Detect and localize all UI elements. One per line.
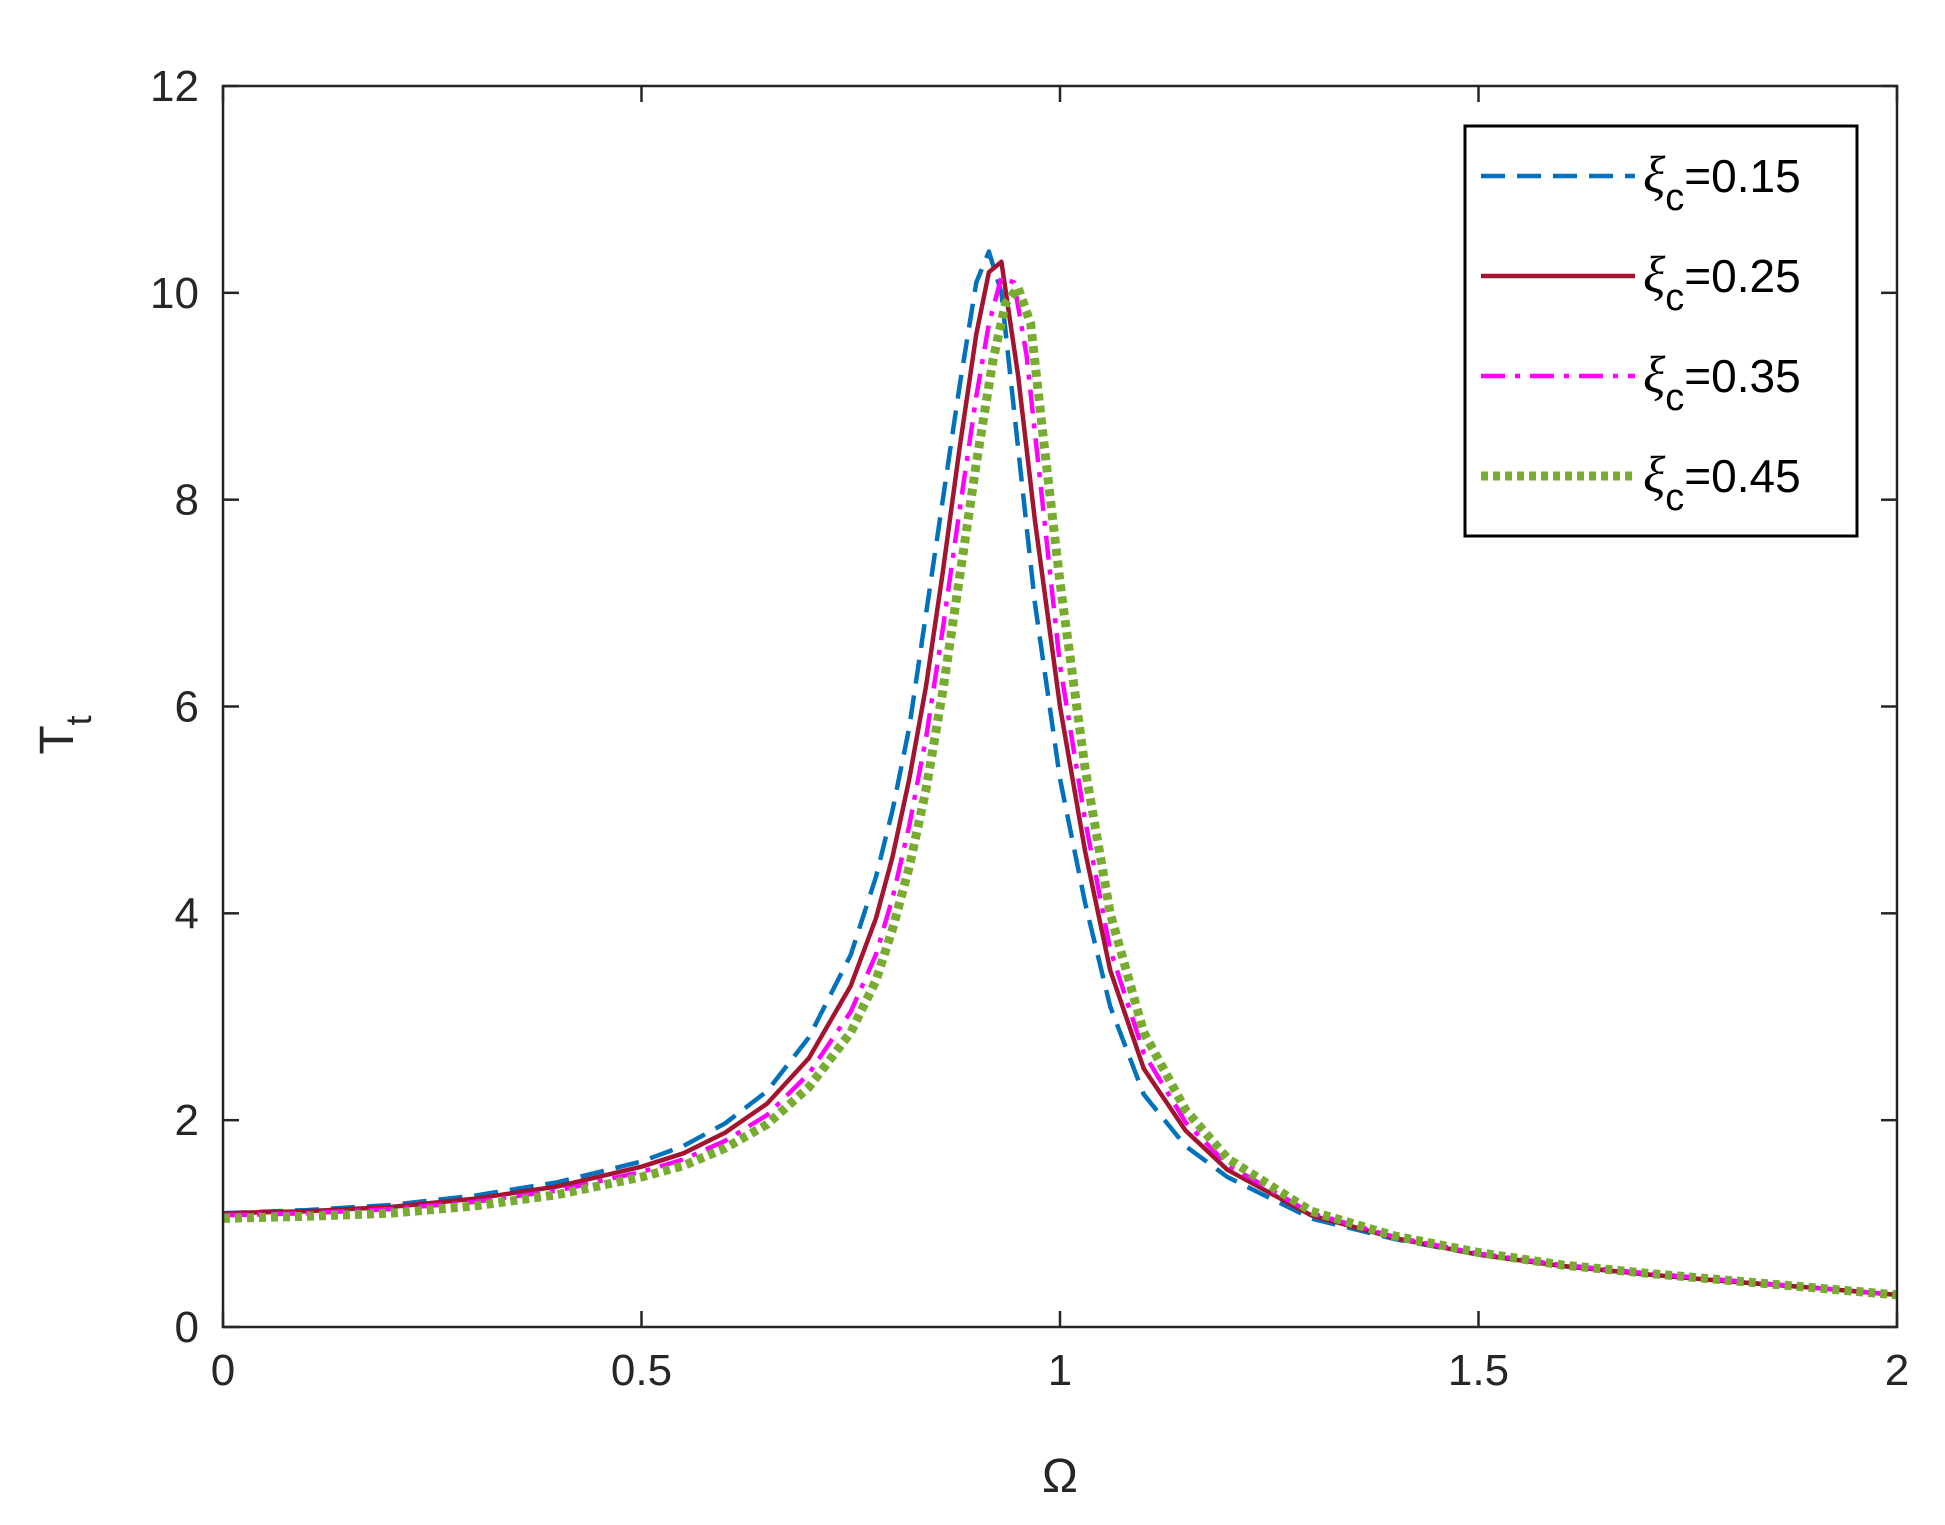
y-tick-label: 12 [150,62,199,111]
y-tick-label: 8 [175,476,199,525]
legend-label-1: ξc=0.15 [1643,147,1801,219]
y-tick-label: 10 [150,269,199,318]
y-tick-label: 2 [175,1096,199,1145]
x-axis-label: Ω [1042,1450,1078,1503]
y-axis-label-main: T [31,725,84,754]
legend-box [1463,124,1859,538]
y-tick-label: 0 [175,1303,199,1352]
legend-label-4: ξc=0.45 [1643,447,1801,519]
legend-label-3: ξc=0.35 [1643,347,1801,419]
svg-text:Tt: Tt [31,715,99,754]
x-tick-label: 1 [1048,1346,1072,1395]
y-tick-label: 6 [175,683,199,732]
y-axis-label-sub: t [58,715,99,725]
y-axis-label: Tt [31,715,99,754]
x-tick-label: 0.5 [611,1346,672,1395]
series-layer [222,249,1898,1300]
y-tick-label: 4 [175,889,199,938]
x-tick-label: 0 [211,1346,235,1395]
series-line-4 [222,283,1898,1300]
legend: ξc=0.15 ξc=0.25 ξc=0.35 ξc=0.45 [1463,124,1859,538]
legend-label-2: ξc=0.25 [1643,247,1801,319]
x-tick-label: 1.5 [1448,1346,1509,1395]
y-axis-ticks: 0 2 4 6 8 10 12 [150,62,1897,1352]
x-axis-ticks: 0 0.5 1 1.5 2 [211,86,1909,1395]
x-tick-label: 2 [1885,1346,1909,1395]
